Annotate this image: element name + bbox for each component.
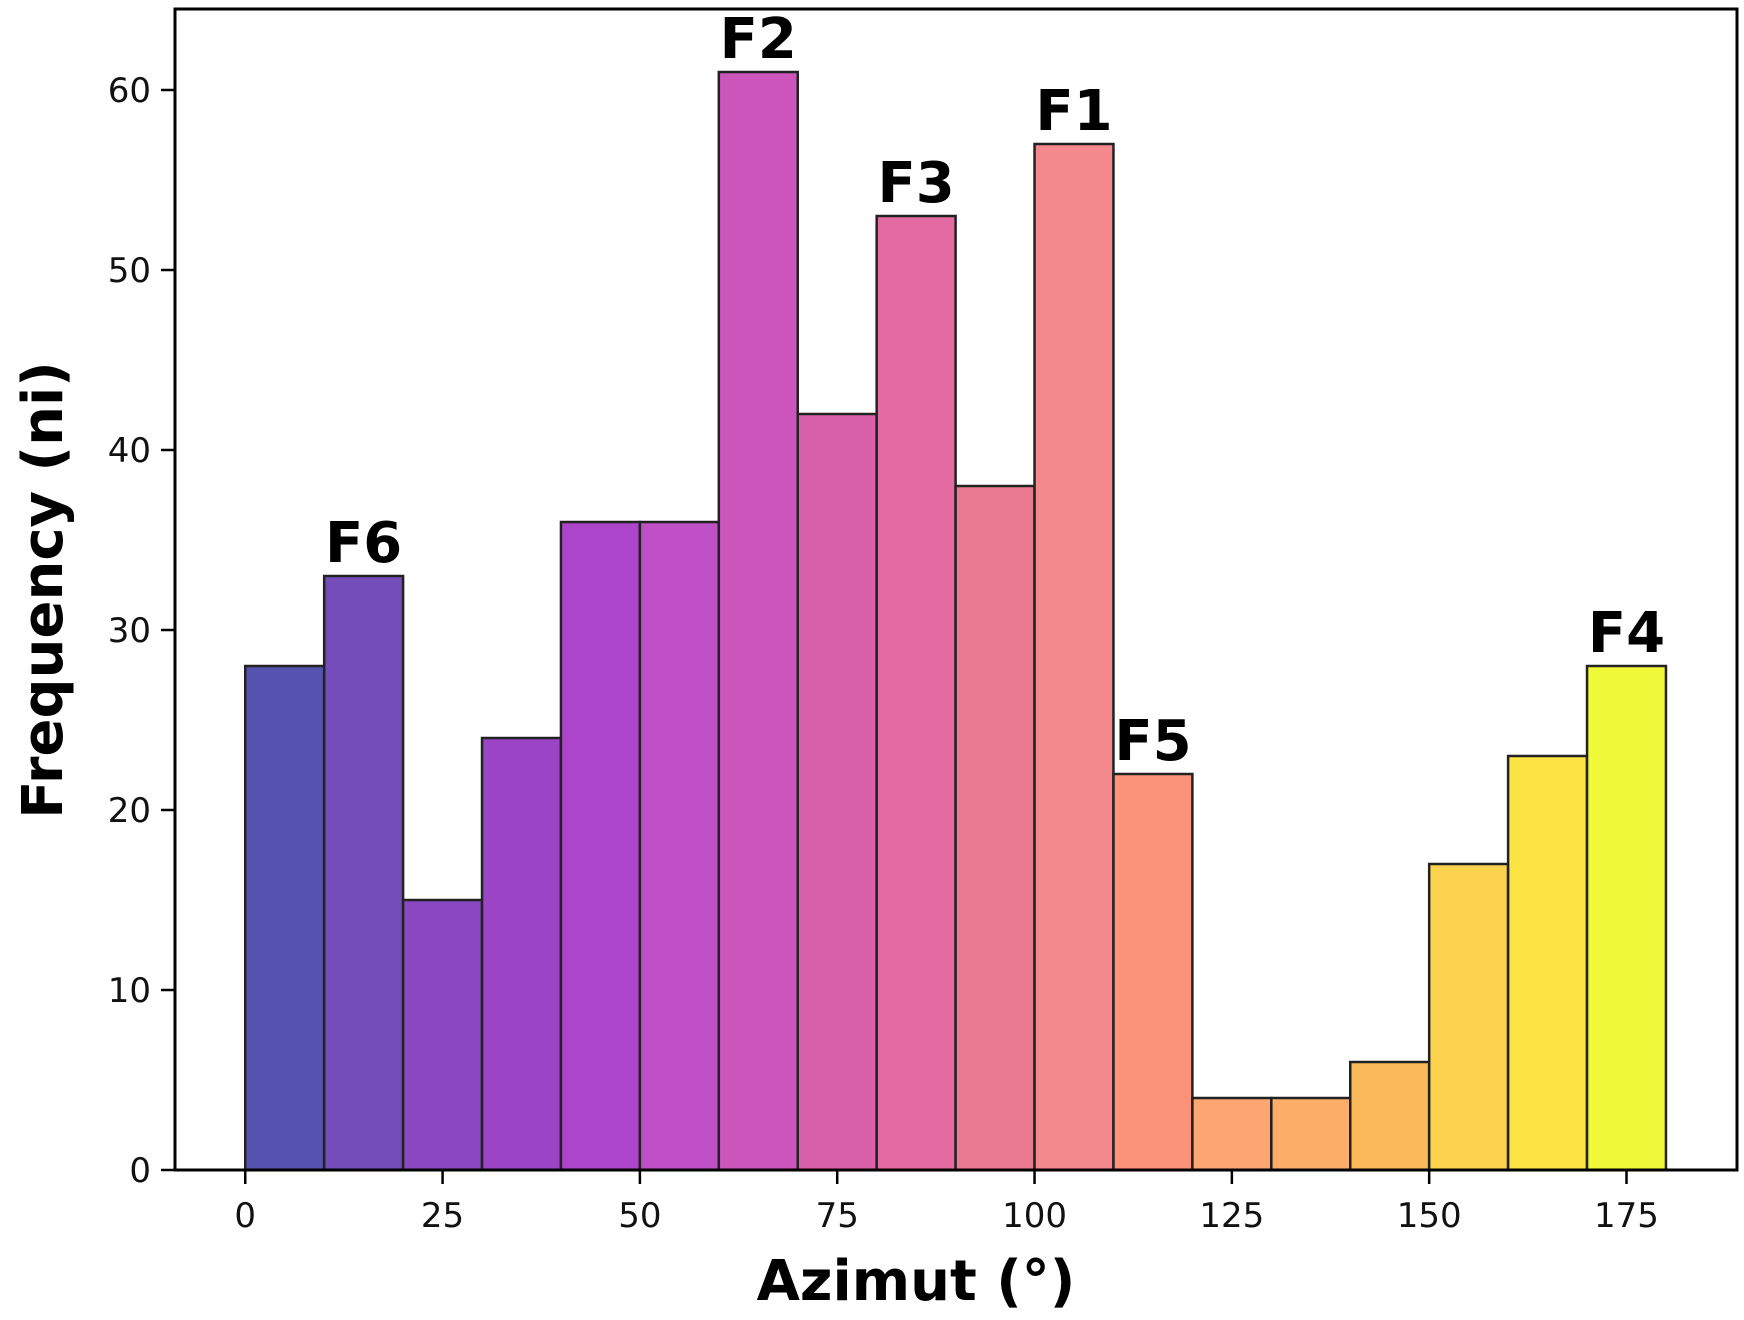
- histogram-bar: [1506, 754, 1589, 1172]
- histogram-bar: [243, 664, 326, 1172]
- x-tick-label: 25: [421, 1196, 464, 1236]
- histogram-bar: [1191, 1096, 1273, 1172]
- y-axis-ticks: 0 10 20 30 40 50 60: [108, 71, 175, 1191]
- histogram-bar: [1427, 862, 1510, 1172]
- y-tick-label: 0: [129, 1151, 151, 1191]
- x-tick-label: 50: [618, 1196, 661, 1236]
- peak-annotation: F2: [720, 7, 797, 72]
- y-tick-label: 30: [108, 611, 151, 651]
- plot-frame: [173, 7, 1739, 1172]
- histogram-bar: [638, 520, 721, 1172]
- histogram-bar: [1270, 1096, 1352, 1172]
- histogram-bar: [401, 898, 484, 1172]
- histogram-bar: [1585, 664, 1668, 1172]
- y-tick-label: 40: [108, 431, 151, 471]
- histogram-bar: [1348, 1060, 1431, 1172]
- x-axis-label: Azimut (°): [757, 1249, 1076, 1314]
- y-tick-label: 20: [108, 791, 151, 831]
- histogram-bar: [480, 736, 563, 1172]
- histogram-bar: [559, 520, 642, 1172]
- annotations-group: F6 F2 F3 F1 F5 F4: [325, 7, 1665, 774]
- histogram-bar: [1033, 142, 1115, 1172]
- histogram-bar: [717, 70, 799, 1172]
- histogram-bar: [875, 214, 957, 1172]
- y-tick-label: 10: [108, 971, 151, 1011]
- peak-annotation: F4: [1588, 601, 1665, 666]
- x-tick-label: 125: [1199, 1196, 1264, 1236]
- peak-annotation: F6: [325, 511, 402, 576]
- peak-annotation: F3: [878, 151, 955, 216]
- peak-annotation: F1: [1035, 79, 1112, 144]
- x-tick-label: 100: [1002, 1196, 1067, 1236]
- y-tick-label: 50: [108, 251, 151, 291]
- y-axis-label: Frequency (ni): [11, 361, 76, 819]
- bars-group: [243, 70, 1668, 1172]
- x-tick-label: 75: [816, 1196, 859, 1236]
- x-tick-label: 175: [1594, 1196, 1659, 1236]
- histogram-bar: [954, 484, 1036, 1172]
- x-tick-label: 150: [1397, 1196, 1462, 1236]
- histogram-bar: [1112, 772, 1194, 1172]
- histogram-bar: [322, 574, 405, 1172]
- x-axis-ticks: 0 25 50 75 100 125 150 175: [234, 1170, 1659, 1236]
- y-tick-label: 60: [108, 71, 151, 111]
- peak-annotation: F5: [1114, 709, 1191, 774]
- x-tick-label: 0: [234, 1196, 256, 1236]
- histogram-bar: [796, 412, 878, 1172]
